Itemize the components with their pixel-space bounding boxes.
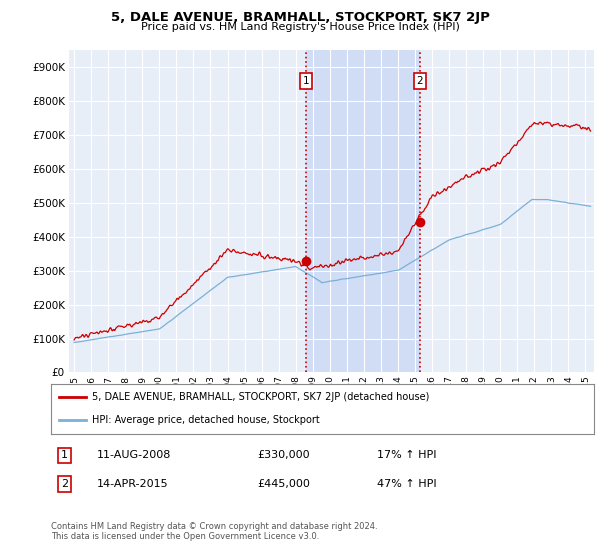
Text: 14-APR-2015: 14-APR-2015 — [97, 479, 169, 489]
Text: £445,000: £445,000 — [257, 479, 310, 489]
Text: 11-AUG-2008: 11-AUG-2008 — [97, 450, 172, 460]
Text: 17% ↑ HPI: 17% ↑ HPI — [377, 450, 436, 460]
Text: Contains HM Land Registry data © Crown copyright and database right 2024.
This d: Contains HM Land Registry data © Crown c… — [51, 522, 377, 542]
Bar — [306, 50, 420, 372]
Text: 5, DALE AVENUE, BRAMHALL, STOCKPORT, SK7 2JP (detached house): 5, DALE AVENUE, BRAMHALL, STOCKPORT, SK7… — [92, 392, 429, 402]
Text: Price paid vs. HM Land Registry's House Price Index (HPI): Price paid vs. HM Land Registry's House … — [140, 22, 460, 32]
Text: HPI: Average price, detached house, Stockport: HPI: Average price, detached house, Stoc… — [92, 416, 319, 426]
Text: 1: 1 — [61, 450, 68, 460]
Text: 2: 2 — [61, 479, 68, 489]
Text: £330,000: £330,000 — [257, 450, 310, 460]
Text: 2: 2 — [416, 76, 423, 86]
Text: 1: 1 — [302, 76, 309, 86]
Text: 47% ↑ HPI: 47% ↑ HPI — [377, 479, 436, 489]
Text: 5, DALE AVENUE, BRAMHALL, STOCKPORT, SK7 2JP: 5, DALE AVENUE, BRAMHALL, STOCKPORT, SK7… — [110, 11, 490, 24]
